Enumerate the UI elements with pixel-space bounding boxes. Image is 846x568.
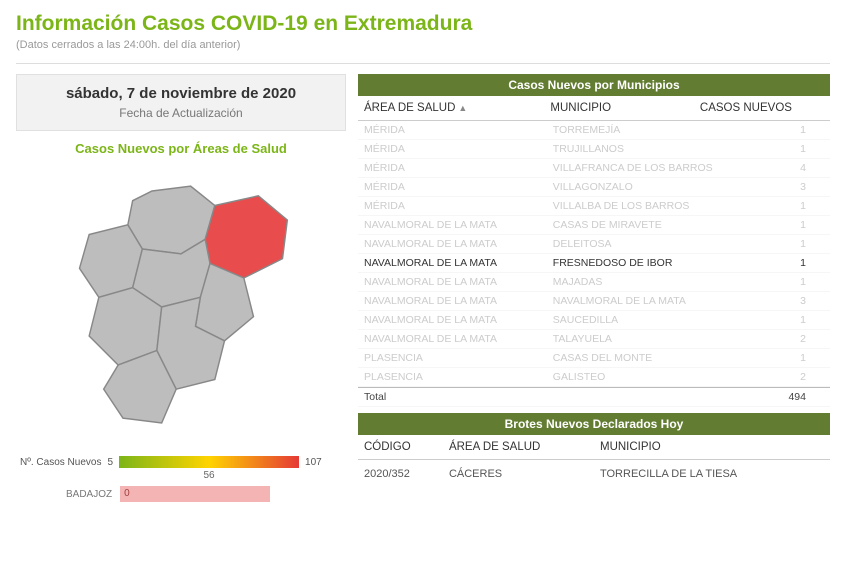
cases-table: ÁREA DE SALUD▲ MUNICIPIO CASOS NUEVOS [358, 96, 830, 121]
cell-muni: VILLALBA DE LOS BARROS [547, 197, 781, 216]
cell-cases: 1 [781, 197, 830, 216]
province-bar-label: BADAJOZ [66, 489, 112, 500]
brotes-table: CÓDIGO ÁREA DE SALUD MUNICIPIO 2020/352C… [358, 435, 830, 488]
cell-area: NAVALMORAL DE LA MATA [358, 330, 547, 349]
choropleth-map[interactable] [16, 162, 346, 452]
cell-muni: SAUCEDILLA [547, 311, 781, 330]
table-row[interactable]: 2020/352CÁCERESTORRECILLA DE LA TIESA [358, 460, 830, 489]
divider [16, 63, 830, 64]
cell-muni: VILLAFRANCA DE LOS BARROS [547, 159, 781, 178]
total-value: 494 [788, 391, 806, 403]
cell-cases: 1 [781, 121, 830, 140]
cell-area: PLASENCIA [358, 349, 547, 368]
cell-cases: 1 [781, 235, 830, 254]
cell-cases: 2 [781, 368, 830, 387]
table-row[interactable]: NAVALMORAL DE LA MATATALAYUELA2 [358, 330, 830, 349]
cell-codigo: 2020/352 [358, 460, 443, 489]
cell-area: MÉRIDA [358, 140, 547, 159]
cell-cases: 1 [781, 254, 830, 273]
table-row[interactable]: NAVALMORAL DE LA MATAFRESNEDOSO DE IBOR1 [358, 254, 830, 273]
table-row[interactable]: NAVALMORAL DE LA MATAMAJADAS1 [358, 273, 830, 292]
cell-cases: 3 [781, 178, 830, 197]
table-row[interactable]: MÉRIDAVILLAGONZALO3 [358, 178, 830, 197]
cell-area: NAVALMORAL DE LA MATA [358, 311, 547, 330]
cell-cases: 4 [781, 159, 830, 178]
table-row[interactable]: NAVALMORAL DE LA MATANAVALMORAL DE LA MA… [358, 292, 830, 311]
cell-muni: NAVALMORAL DE LA MATA [547, 292, 781, 311]
brotes-panel-title: Brotes Nuevos Declarados Hoy [358, 413, 830, 435]
table-row[interactable]: MÉRIDAVILLAFRANCA DE LOS BARROS4 [358, 159, 830, 178]
cell-area: NAVALMORAL DE LA MATA [358, 273, 547, 292]
table-row[interactable]: MÉRIDAVILLALBA DE LOS BARROS1 [358, 197, 830, 216]
cell-muni: TORREMEJÍA [547, 121, 781, 140]
table-row[interactable]: PLASENCIAGALISTEO2 [358, 368, 830, 387]
total-label: Total [364, 391, 386, 403]
legend-min: 5 [107, 457, 113, 468]
province-bar: 0 [120, 486, 270, 502]
cell-area: NAVALMORAL DE LA MATA [358, 292, 547, 311]
cell-area: CÁCERES [443, 460, 594, 489]
cell-area: MÉRIDA [358, 121, 547, 140]
cell-muni: TRUJILLANOS [547, 140, 781, 159]
cell-area: MÉRIDA [358, 178, 547, 197]
cell-area: NAVALMORAL DE LA MATA [358, 216, 547, 235]
map-legend: Nº. Casos Nuevos 5 56 107 [16, 456, 346, 468]
col-muni[interactable]: MUNICIPIO [544, 96, 661, 121]
cell-muni: GALISTEO [547, 368, 781, 387]
page-subtitle: (Datos cerrados a las 24:00h. del día an… [16, 39, 830, 51]
cell-muni: TORRECILLA DE LA TIESA [594, 460, 830, 489]
sort-icon: ▲ [458, 103, 467, 113]
update-date-label: Fecha de Actualización [23, 106, 339, 120]
legend-gradient: 56 [119, 456, 299, 468]
cell-area: MÉRIDA [358, 159, 547, 178]
map-title: Casos Nuevos por Áreas de Salud [16, 141, 346, 156]
table-row[interactable]: NAVALMORAL DE LA MATASAUCEDILLA1 [358, 311, 830, 330]
date-box: sábado, 7 de noviembre de 2020 Fecha de … [16, 74, 346, 131]
cell-area: MÉRIDA [358, 197, 547, 216]
cell-area: NAVALMORAL DE LA MATA [358, 235, 547, 254]
cell-cases: 1 [781, 273, 830, 292]
map-region-highlight[interactable] [205, 196, 287, 278]
cell-muni: FRESNEDOSO DE IBOR [547, 254, 781, 273]
legend-max: 107 [305, 457, 322, 468]
cell-cases: 1 [781, 140, 830, 159]
update-date: sábado, 7 de noviembre de 2020 [23, 85, 339, 102]
province-bar-row: BADAJOZ 0 [16, 486, 346, 502]
page-header: Información Casos COVID-19 en Extremadur… [0, 0, 846, 57]
cell-cases: 1 [781, 349, 830, 368]
cell-area: NAVALMORAL DE LA MATA [358, 254, 547, 273]
col-muni-brote[interactable]: MUNICIPIO [594, 435, 830, 460]
cell-muni: CASAS DE MIRAVETE [547, 216, 781, 235]
legend-label: Nº. Casos Nuevos [20, 457, 101, 468]
cell-muni: CASAS DEL MONTE [547, 349, 781, 368]
cell-cases: 3 [781, 292, 830, 311]
table-row[interactable]: NAVALMORAL DE LA MATACASAS DE MIRAVETE1 [358, 216, 830, 235]
col-area[interactable]: ÁREA DE SALUD▲ [358, 96, 544, 121]
col-area-brote[interactable]: ÁREA DE SALUD [443, 435, 594, 460]
col-cases[interactable]: CASOS NUEVOS [662, 96, 830, 121]
cases-panel-title: Casos Nuevos por Municipios [358, 74, 830, 96]
legend-mid: 56 [203, 470, 214, 481]
cell-cases: 1 [781, 216, 830, 235]
cell-cases: 2 [781, 330, 830, 349]
cell-muni: TALAYUELA [547, 330, 781, 349]
page-title: Información Casos COVID-19 en Extremadur… [16, 12, 830, 36]
cell-area: PLASENCIA [358, 368, 547, 387]
cell-muni: VILLAGONZALO [547, 178, 781, 197]
cell-cases: 1 [781, 311, 830, 330]
province-bar-value: 0 [124, 488, 130, 499]
table-row[interactable]: MÉRIDATORREMEJÍA1 [358, 121, 830, 140]
total-row: Total 494 [358, 388, 830, 407]
cell-muni: MAJADAS [547, 273, 781, 292]
table-row[interactable]: PLASENCIACASAS DEL MONTE1 [358, 349, 830, 368]
cell-muni: DELEITOSA [547, 235, 781, 254]
table-row[interactable]: MÉRIDATRUJILLANOS1 [358, 140, 830, 159]
table-row[interactable]: NAVALMORAL DE LA MATADELEITOSA1 [358, 235, 830, 254]
col-codigo[interactable]: CÓDIGO [358, 435, 443, 460]
